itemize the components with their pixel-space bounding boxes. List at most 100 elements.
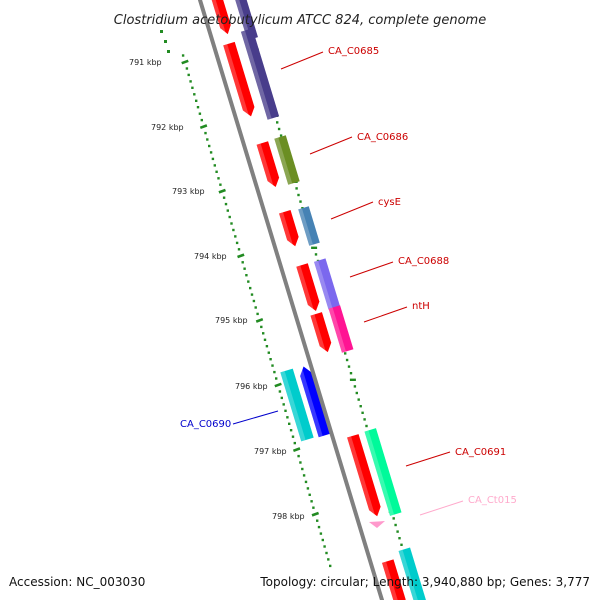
major-tick <box>181 59 189 65</box>
minor-tick <box>260 325 263 329</box>
minor-tick <box>230 222 233 225</box>
minor-tick <box>327 558 330 561</box>
gene-band <box>280 368 314 442</box>
gene-label: cysE <box>378 197 401 208</box>
minor-tick <box>293 441 296 445</box>
minor-tick <box>228 215 231 219</box>
minor-tick <box>263 338 267 341</box>
minor-tick <box>217 177 220 180</box>
cds-arrow <box>279 210 299 248</box>
cds-arrow <box>256 141 280 189</box>
minor-tick <box>289 429 293 432</box>
major-tick <box>199 124 208 130</box>
minor-tick <box>234 235 237 238</box>
minor-tick <box>237 248 241 251</box>
minor-tick <box>215 170 218 173</box>
gene-leader-line <box>330 201 374 220</box>
minor-tick <box>265 345 269 348</box>
minor-tick <box>219 183 222 186</box>
cds-arrow <box>382 559 406 600</box>
tick-label: 793 kbp <box>172 187 205 196</box>
minor-tick <box>299 461 302 464</box>
gene-band <box>364 428 402 516</box>
minor-tick <box>250 293 254 296</box>
gene-label: CA_C0688 <box>398 256 449 267</box>
outer-minor-tick <box>295 187 298 190</box>
minor-tick <box>252 299 256 303</box>
gene-band <box>314 258 340 310</box>
outer-minor-tick <box>361 411 364 414</box>
minor-tick <box>325 551 328 555</box>
outer-minor-tick <box>394 523 397 527</box>
minor-tick <box>196 106 200 109</box>
gene-band <box>298 206 320 246</box>
tick-label: 796 kbp <box>235 382 268 391</box>
tick-label: 797 kbp <box>254 447 287 456</box>
minor-tick <box>232 228 235 232</box>
minor-tick <box>316 519 319 522</box>
minor-tick <box>241 261 244 264</box>
gene-band <box>274 135 300 185</box>
minor-tick <box>319 532 323 535</box>
minor-tick <box>193 93 196 96</box>
gene-leader-line <box>232 410 279 425</box>
gene-labels: CA_C0685 CA_C0686 cysE CA_C0688 ntH CA_C0690 C… <box>180 46 517 516</box>
minor-tick <box>323 545 326 548</box>
minor-tick <box>317 525 321 529</box>
minor-tick <box>282 403 285 406</box>
minor-tick <box>243 267 246 270</box>
backbone-line <box>198 0 384 600</box>
minor-tick <box>278 390 282 393</box>
minor-tick <box>286 416 289 419</box>
minor-tick <box>269 358 272 361</box>
minor-tick <box>280 396 283 400</box>
tick-label: 795 kbp <box>215 316 248 325</box>
major-tick <box>255 317 264 323</box>
gene-band <box>230 0 258 41</box>
major-tick <box>292 447 301 453</box>
outer-minor-tick <box>396 530 399 533</box>
minor-tick <box>224 202 228 206</box>
gene-label: CA_C0685 <box>328 46 379 57</box>
minor-tick <box>262 332 265 335</box>
gene-leader-line <box>419 500 464 516</box>
tick-label: 794 kbp <box>194 252 227 261</box>
major-tick <box>237 253 245 259</box>
gene-label: ntH <box>412 301 430 312</box>
cds-arrow <box>223 41 255 119</box>
minor-tick <box>254 306 257 309</box>
minor-tick <box>181 54 185 57</box>
topology-text: Topology: circular; Length: 3,940,880 bp… <box>260 575 590 589</box>
major-tick <box>218 188 226 194</box>
top-dots <box>160 30 170 53</box>
minor-tick <box>209 151 213 154</box>
minor-tick <box>256 312 259 316</box>
minor-tick <box>308 493 311 496</box>
gene-label: CA_C0690 <box>180 419 231 430</box>
cds-arrow <box>210 0 231 36</box>
minor-tick <box>206 138 209 141</box>
minor-tick <box>310 500 313 503</box>
outer-minor-tick <box>392 517 395 520</box>
tick-label: 792 kbp <box>151 123 184 132</box>
minor-tick <box>211 157 215 161</box>
minor-tick <box>222 196 226 199</box>
map-title: Clostridium acetobutylicum ATCC 824, com… <box>114 13 486 28</box>
gene-band <box>240 28 280 120</box>
minor-tick <box>204 131 207 135</box>
tick-label: 791 kbp <box>129 58 162 67</box>
outer-minor-tick <box>359 405 362 408</box>
gene-band <box>398 547 428 600</box>
minor-tick <box>301 467 304 471</box>
minor-tick <box>291 435 295 438</box>
gene-leader-line <box>363 306 408 323</box>
minor-tick <box>302 474 306 477</box>
feature-track <box>210 0 428 600</box>
outer-minor-tick <box>353 385 357 388</box>
outer-minor-tick <box>299 200 302 203</box>
outer-minor-tick <box>349 372 353 375</box>
tick-label: 798 kbp <box>272 512 305 521</box>
minor-tick <box>267 351 270 354</box>
trna-marker <box>369 521 385 528</box>
